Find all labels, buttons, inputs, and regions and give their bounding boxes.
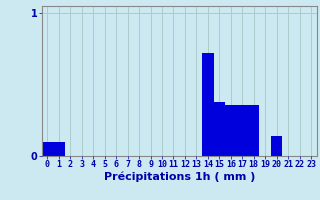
Bar [248,105,260,156]
X-axis label: Précipitations 1h ( mm ): Précipitations 1h ( mm ) [103,172,255,182]
Bar [42,142,53,156]
Bar [225,105,236,156]
Bar [271,136,282,156]
Bar [53,142,65,156]
Bar [236,105,248,156]
Bar [214,102,225,156]
Bar [202,53,214,156]
